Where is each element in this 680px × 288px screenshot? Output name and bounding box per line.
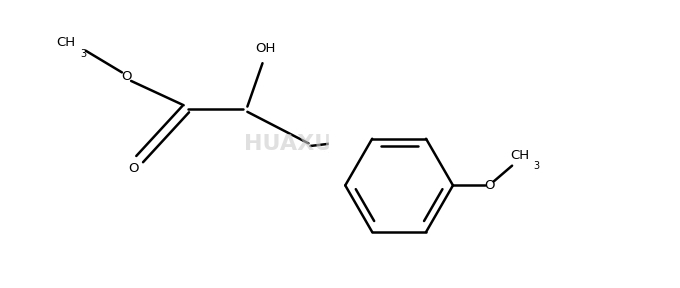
Text: CH: CH — [56, 36, 75, 49]
Text: O: O — [484, 179, 494, 192]
Text: 3: 3 — [533, 161, 539, 171]
Text: 3: 3 — [80, 49, 86, 59]
Text: CH: CH — [510, 149, 529, 162]
Text: HUAXUEJIA  化学加: HUAXUEJIA 化学加 — [243, 134, 437, 154]
Text: O: O — [121, 70, 132, 83]
Bar — [329, 116, 463, 250]
Text: O: O — [128, 162, 138, 175]
Text: OH: OH — [256, 41, 276, 55]
